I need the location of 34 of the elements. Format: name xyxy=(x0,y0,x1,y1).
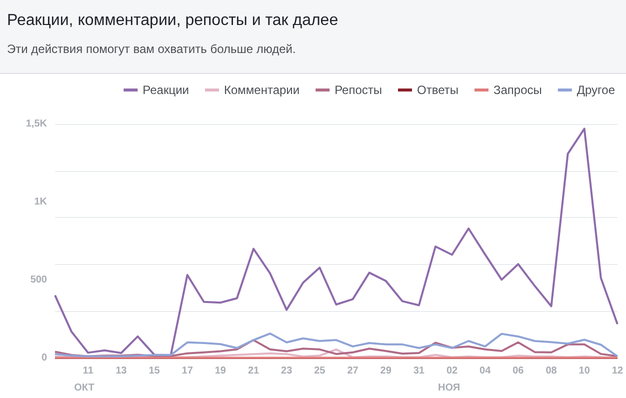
line-series xyxy=(54,332,618,358)
line-series xyxy=(54,339,618,358)
chart-title: Реакции, комментарии, репосты и так далее xyxy=(7,12,340,30)
legend-label: Комментарии xyxy=(224,83,300,97)
x-tick-label: 13 xyxy=(116,366,128,376)
y-tick-label: 1,5K xyxy=(26,118,48,130)
x-tick-label: 17 xyxy=(182,366,194,376)
y-tick-label: 500 xyxy=(30,274,48,286)
text: НОЯ xyxy=(438,382,460,394)
legend-label: Реакции xyxy=(142,83,189,97)
x-tick-label: 27 xyxy=(347,366,359,376)
y-tick-label: 0 xyxy=(41,352,48,364)
x-tick-label: 12 xyxy=(612,366,624,376)
x-tick-label: 04 xyxy=(480,366,492,376)
x-tick-label: 29 xyxy=(380,366,392,376)
x-tick-label: 10 xyxy=(578,366,590,376)
legend-label: Другое xyxy=(576,83,616,97)
x-tick-label: 23 xyxy=(281,366,293,376)
x-tick-label: 19 xyxy=(214,366,226,376)
legend-label: Ответы xyxy=(417,83,458,97)
line-series xyxy=(54,128,618,356)
x-tick-label: 21 xyxy=(248,366,260,376)
x-tick-label: 25 xyxy=(314,366,326,376)
x-tick-label: 08 xyxy=(546,366,558,376)
x-tick-label: 02 xyxy=(446,366,458,376)
y-tick-label: 1K xyxy=(34,196,48,208)
chart-subtitle: Эти действия помогут вам охватить больше людей. xyxy=(7,42,297,56)
legend-label: Запросы xyxy=(493,83,542,97)
x-tick-label: 15 xyxy=(148,366,160,376)
text: ОКТ xyxy=(74,382,94,394)
legend-label: Репосты xyxy=(334,83,382,97)
x-tick-label: 11 xyxy=(82,366,94,376)
x-tick-label: 06 xyxy=(512,366,524,376)
x-tick-label: 31 xyxy=(413,366,425,376)
